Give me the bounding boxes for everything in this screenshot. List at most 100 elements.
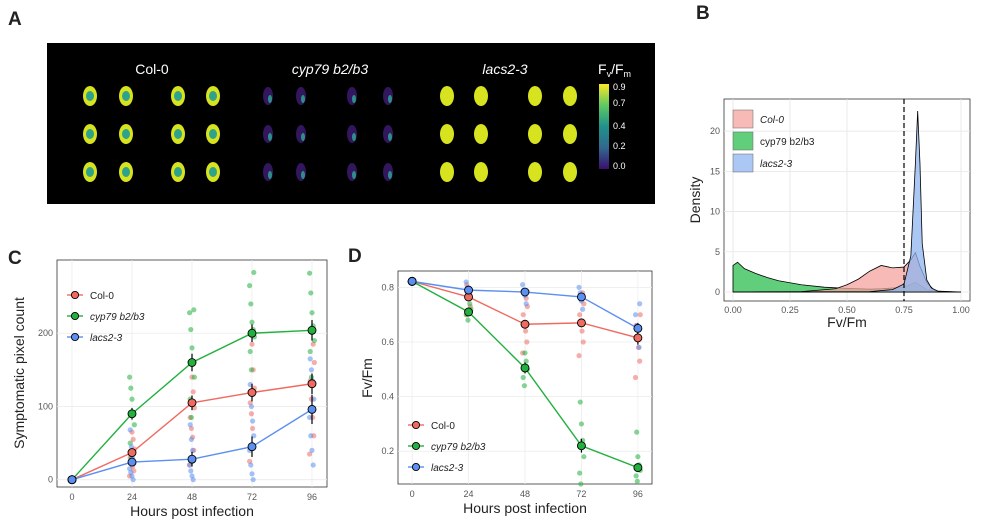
leaf [528, 86, 542, 106]
leaf [563, 86, 577, 106]
x-axis-label-d: Hours post infection [463, 500, 587, 516]
raw-point [249, 341, 255, 347]
legend-c: Col-0 cyp79 b2/b3 lacs2-3 [67, 290, 145, 344]
raw-point [191, 307, 197, 313]
leaf-damaged [383, 163, 393, 181]
leaf-spot [268, 133, 272, 141]
legend-label: lacs2-3 [431, 463, 464, 474]
x-tick-label: 24 [127, 492, 137, 502]
raw-point [522, 350, 528, 356]
leaf-spot [174, 129, 182, 139]
raw-point [251, 269, 257, 276]
leaf-spot [209, 129, 217, 139]
leaf-damaged [296, 163, 306, 181]
raw-point [635, 454, 641, 460]
raw-point [580, 306, 586, 312]
raw-point [637, 301, 643, 307]
mean-point [520, 363, 530, 373]
raw-point [637, 312, 643, 318]
y-tick-label: 5 [715, 247, 720, 257]
raw-point [576, 353, 582, 359]
leaf [563, 124, 577, 144]
y-axis-label-b: Density [687, 177, 703, 224]
legend-marker [70, 332, 80, 342]
raw-point [127, 427, 133, 433]
y-tick-label: 10 [710, 207, 720, 217]
x-tick-label: 48 [187, 492, 197, 502]
raw-point [310, 462, 316, 468]
colorbar-tick: 0.9 [613, 82, 626, 92]
raw-point [307, 348, 313, 355]
leaf-spot [301, 133, 305, 141]
raw-point [308, 367, 314, 373]
y-axis-label-c: Symptomatic pixel count [11, 297, 27, 449]
mean-point [247, 328, 257, 338]
raw-point [578, 421, 585, 427]
x-tick-label: 0.50 [838, 305, 856, 315]
raw-point [309, 447, 315, 453]
raw-point [632, 312, 639, 318]
x-tick-label: 1.00 [952, 305, 970, 315]
raw-point [520, 312, 526, 318]
raw-point [250, 418, 256, 424]
raw-point [188, 436, 194, 443]
raw-point [311, 359, 317, 366]
raw-point [634, 478, 640, 484]
raw-point [191, 374, 197, 380]
mean-point [187, 454, 197, 464]
raw-point [521, 383, 528, 389]
leaf-damaged [263, 87, 273, 105]
raw-point [577, 470, 583, 476]
raw-point [250, 477, 256, 483]
leaf-spot [86, 167, 94, 177]
raw-point [248, 367, 254, 373]
leaf-spot [209, 167, 217, 177]
leaf-damaged [263, 125, 273, 143]
leaf-spot [268, 95, 272, 103]
x-tick-label: 72 [576, 489, 586, 499]
raw-point [188, 468, 194, 474]
raw-point [128, 444, 134, 450]
group-label-lacs2: lacs2-3 [482, 61, 527, 77]
colorbar-title: Fv/Fm [598, 61, 631, 79]
mean-point [127, 409, 137, 419]
mean-point [520, 319, 530, 329]
raw-point [632, 374, 639, 381]
raw-point [189, 473, 195, 479]
colorbar-tick: 0.0 [613, 161, 626, 171]
raw-point [523, 328, 529, 334]
x-tick-label: 48 [520, 489, 530, 499]
legend-swatch [732, 109, 754, 129]
legend-label: lacs2-3 [760, 159, 793, 170]
raw-point [524, 339, 530, 345]
mean-point [307, 325, 317, 335]
leaf-spot [388, 171, 392, 179]
group-label-col0: Col-0 [135, 61, 169, 77]
leaf [474, 86, 488, 106]
mean-point [576, 441, 586, 451]
colorbar-tick: 0.2 [613, 141, 626, 151]
raw-point [247, 348, 253, 355]
mean-point [520, 287, 530, 297]
panel-label-c: C [8, 248, 22, 269]
raw-point [130, 436, 136, 443]
leaf-damaged [296, 125, 306, 143]
x-axis-label-b: Fv/Fm [827, 314, 867, 330]
raw-point [188, 414, 194, 421]
raw-point [187, 310, 193, 316]
mean-point [407, 276, 417, 286]
leaf-spot [122, 129, 130, 139]
y-tick-label: 0 [48, 475, 53, 485]
x-tick-label: 96 [633, 489, 643, 499]
legend-d: Col-0 cyp79 b2/b3 lacs2-3 [408, 420, 486, 474]
leaf-damaged [383, 87, 393, 105]
raw-point [307, 356, 313, 362]
raw-point [129, 396, 135, 402]
leaf [440, 86, 454, 106]
y-tick-label: 0.6 [381, 337, 394, 347]
leaf-spot [122, 91, 130, 101]
colorbar [599, 84, 609, 169]
raw-point [580, 339, 586, 345]
y-tick-label: 0.4 [381, 392, 394, 402]
raw-point [248, 411, 254, 417]
